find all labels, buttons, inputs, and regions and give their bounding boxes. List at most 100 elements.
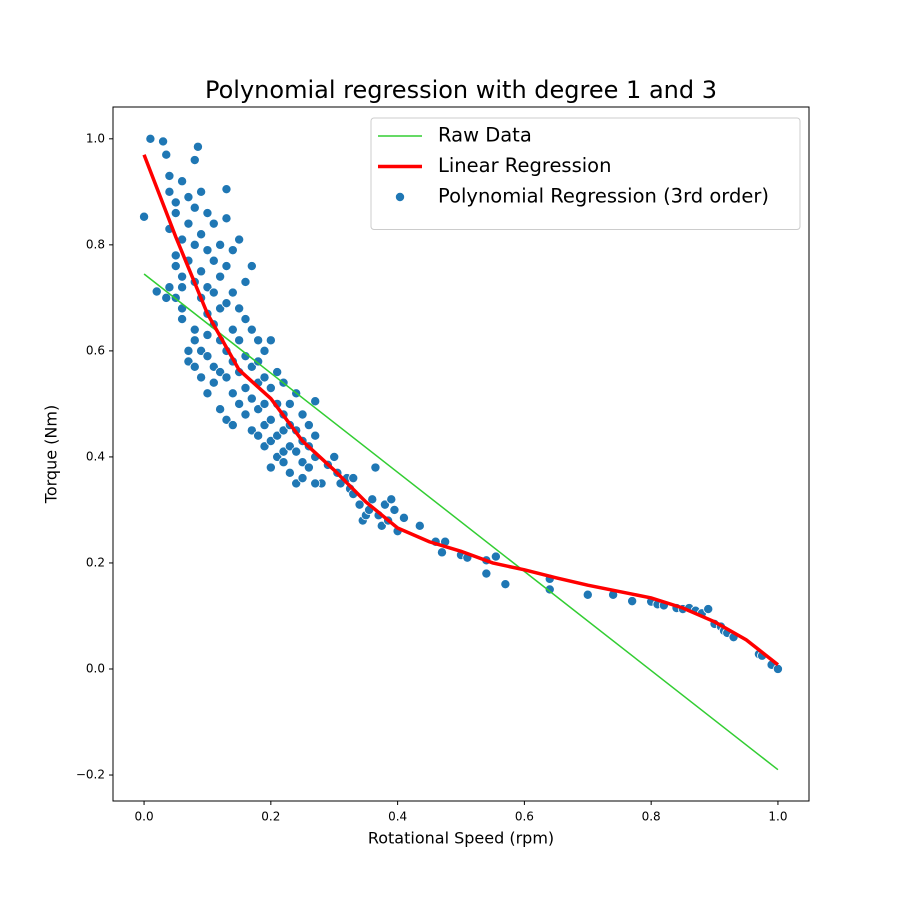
scatter-point	[379, 499, 390, 510]
scatter-point	[221, 298, 232, 309]
scatter-point	[196, 186, 207, 197]
scatter-point	[246, 393, 257, 404]
scatter-point	[772, 663, 783, 674]
scatter-point	[265, 436, 276, 447]
scatter-point	[170, 250, 181, 261]
scatter-point	[436, 547, 447, 558]
scatter-point	[221, 414, 232, 425]
y-tick-label: 1.0	[86, 131, 105, 145]
scatter-point	[145, 133, 156, 144]
scatter-point	[284, 467, 295, 478]
scatter-point	[703, 604, 714, 615]
scatter-point	[370, 462, 381, 473]
scatter-point	[189, 155, 200, 166]
scatter-point	[192, 141, 203, 152]
scatter-point	[253, 335, 264, 346]
scatter-point	[348, 473, 359, 484]
scatter-point	[389, 504, 400, 515]
scatter-point	[265, 462, 276, 473]
scatter-point	[253, 430, 264, 441]
scatter-point	[414, 520, 425, 531]
scatter-point	[234, 398, 245, 409]
scatter-point	[189, 202, 200, 213]
scatter-point	[202, 351, 213, 362]
scatter-point	[164, 282, 175, 293]
scatter-point	[170, 197, 181, 208]
scatter-point	[272, 430, 283, 441]
x-axis-label: Rotational Speed (rpm)	[368, 829, 554, 848]
scatter-point	[221, 184, 232, 195]
scatter-point	[265, 414, 276, 425]
scatter-point	[202, 329, 213, 340]
scatter-point	[291, 446, 302, 457]
scatter-point	[240, 276, 251, 287]
y-axis-label: Torque (Nm)	[42, 405, 61, 504]
scatter-point	[183, 218, 194, 229]
scatter-point	[278, 457, 289, 468]
scatter-point	[189, 239, 200, 250]
line-series	[143, 273, 779, 771]
scatter-point	[310, 478, 321, 489]
scatter-point	[215, 367, 226, 378]
scatter-point	[259, 420, 270, 431]
scatter-point	[177, 314, 188, 325]
scatter-point	[177, 271, 188, 282]
scatter-point	[284, 398, 295, 409]
scatter-point	[246, 425, 257, 436]
y-tick-label: −0.2	[76, 768, 105, 782]
scatter-point	[500, 579, 511, 590]
scatter-point	[215, 404, 226, 415]
scatter-point	[221, 213, 232, 224]
scatter-point	[246, 261, 257, 272]
scatter-point	[189, 324, 200, 335]
scatter-point	[398, 512, 409, 523]
scatter-point	[490, 551, 501, 562]
scatter-point	[196, 372, 207, 383]
scatter-point	[208, 255, 219, 266]
scatter-point	[582, 589, 593, 600]
scatter-point	[297, 457, 308, 468]
scatter-point	[246, 361, 257, 372]
scatter-point	[234, 234, 245, 245]
scatter-point	[177, 282, 188, 293]
scatter-point	[189, 335, 200, 346]
legend-marker	[394, 191, 405, 202]
scatter-point	[227, 324, 238, 335]
scatter-point	[170, 208, 181, 219]
scatter-point	[202, 208, 213, 219]
scatter-point	[196, 229, 207, 240]
scatter-point	[481, 568, 492, 579]
x-tick-label: 0.0	[135, 810, 154, 824]
scatter-point	[221, 261, 232, 272]
scatter-point	[329, 451, 340, 462]
line-series	[142, 154, 780, 667]
scatter-point	[196, 345, 207, 356]
x-tick-label: 0.8	[642, 810, 661, 824]
scatter-point	[170, 261, 181, 272]
scatter-point	[284, 441, 295, 452]
scatter-point	[367, 494, 378, 505]
scatter-point	[227, 420, 238, 431]
x-tick-label: 0.4	[388, 810, 407, 824]
scatter-point	[278, 446, 289, 457]
scatter-point	[164, 170, 175, 181]
scatter-point	[253, 356, 264, 367]
scatter-point	[215, 239, 226, 250]
scatter-point	[202, 282, 213, 293]
scatter-point	[291, 478, 302, 489]
scatter-point	[376, 520, 387, 531]
legend-label: Polynomial Regression (3rd order)	[438, 185, 769, 208]
y-tick-label: 0.0	[86, 661, 105, 675]
scatter-point	[278, 425, 289, 436]
scatter-point	[627, 596, 638, 607]
scatter-point	[227, 388, 238, 399]
scatter-point	[196, 266, 207, 277]
x-tick-label: 0.2	[261, 810, 280, 824]
scatter-point	[265, 382, 276, 393]
scatter-point	[297, 473, 308, 484]
x-tick-label: 1.0	[768, 810, 787, 824]
y-tick-label: 0.2	[86, 555, 105, 569]
scatter-point	[158, 136, 169, 147]
scatter-point	[202, 388, 213, 399]
